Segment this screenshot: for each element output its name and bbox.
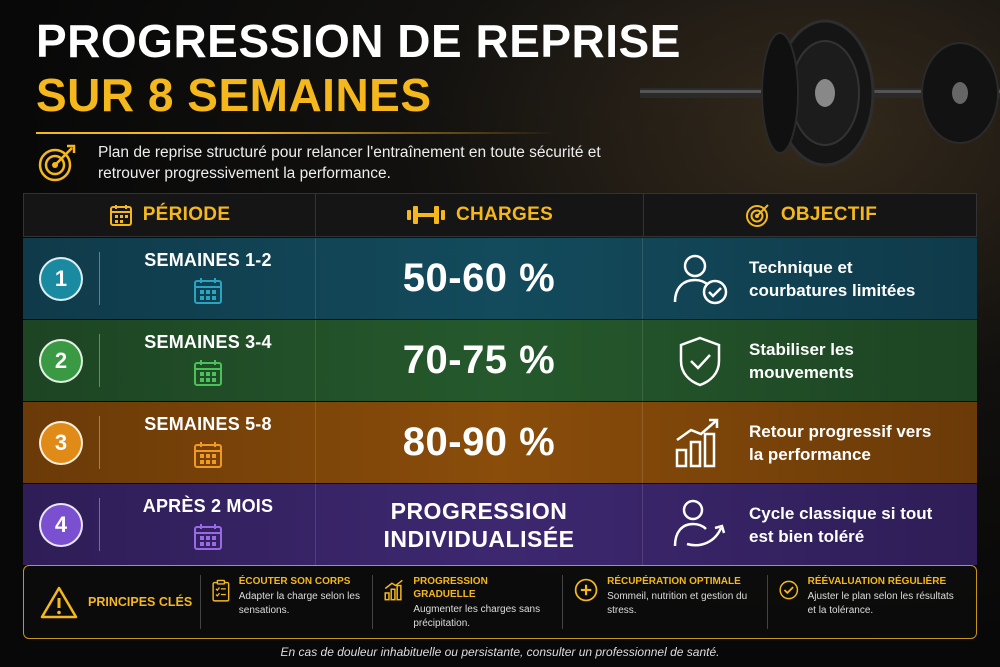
warning-icon xyxy=(40,586,78,619)
charge-cell: 50-60 % xyxy=(315,238,643,319)
calendar-icon xyxy=(194,442,222,468)
principle-item: RÉCUPÉRATION OPTIMALE Sommeil, nutrition… xyxy=(562,575,767,629)
principle-title: RÉÉVALUATION RÉGULIÈRE xyxy=(807,576,947,587)
period-cell: 3 SEMAINES 5-8 xyxy=(23,402,315,483)
divider xyxy=(99,334,100,387)
step-number-badge: 4 xyxy=(39,502,83,547)
header-periode: PÉRIODE xyxy=(24,194,316,236)
divider xyxy=(99,498,100,551)
objective-cell: Cycle classique si tout est bien toléré xyxy=(643,484,977,565)
header-label: OBJECTIF xyxy=(780,204,878,225)
principle-title: RÉCUPÉRATION OPTIMALE xyxy=(607,576,741,587)
charge-value: 50-60 % xyxy=(402,256,556,300)
subtitle-text: Plan de reprise structuré pour relancer … xyxy=(98,144,601,182)
header-objectif: OBJECTIF xyxy=(644,194,978,236)
objective-text: Technique et courbatures limitées xyxy=(749,257,916,300)
check-circle-icon xyxy=(779,580,799,600)
charge-cell: 70-75 % xyxy=(315,320,643,401)
subtitle: Plan de reprise structuré pour relancer … xyxy=(36,142,658,184)
principle-desc: Sommeil, nutrition et gestion du stress. xyxy=(607,591,748,616)
divider xyxy=(99,416,100,469)
charge-value: 80-90 % xyxy=(402,420,556,464)
period-label: SEMAINES 1-2 xyxy=(144,250,272,270)
table-row: 2 SEMAINES 3-4 70-75 % Stabiliser xyxy=(23,320,977,401)
divider xyxy=(99,252,100,305)
charge-cell: PROGRESSION INDIVIDUALISÉE xyxy=(315,484,643,565)
target-icon xyxy=(745,204,769,227)
header-charges: CHARGES xyxy=(316,194,644,236)
principle-desc: Ajuster le plan selon les résultats et l… xyxy=(807,591,954,616)
calendar-icon xyxy=(194,360,222,386)
principles-panel: PRINCIPES CLÉS ÉCOUTER SON CORPS Adapter… xyxy=(23,565,977,639)
principles-heading: PRINCIPES CLÉS xyxy=(24,585,200,619)
table-header: PÉRIODE CHARGES OBJECTIF xyxy=(23,193,977,237)
step-number-badge: 2 xyxy=(39,338,83,383)
title-line-2: SUR 8 SEMAINES xyxy=(36,69,432,121)
shield-check-icon xyxy=(679,336,721,386)
person-cycle-icon xyxy=(673,499,726,546)
charge-cell: 80-90 % xyxy=(315,402,643,483)
charge-value: PROGRESSION INDIVIDUALISÉE xyxy=(383,497,575,552)
period-label: SEMAINES 5-8 xyxy=(144,414,272,434)
period-label: APRÈS 2 MOIS xyxy=(142,496,274,516)
bar-chart-up-icon xyxy=(384,579,403,601)
principle-item: ÉCOUTER SON CORPS Adapter la charge selo… xyxy=(200,575,372,629)
header-label: PÉRIODE xyxy=(142,204,231,225)
principle-title: ÉCOUTER SON CORPS xyxy=(238,576,351,587)
table-row: 4 APRÈS 2 MOIS PROGRESSION INDIVIDUALISÉ… xyxy=(23,484,977,565)
principles-heading-label: PRINCIPES CLÉS xyxy=(88,595,193,609)
principle-desc: Adapter la charge selon les sensations. xyxy=(238,591,360,616)
barbell-icon xyxy=(640,19,1000,167)
principle-item: RÉÉVALUATION RÉGULIÈRE Ajuster le plan s… xyxy=(767,575,972,629)
principle-item: PROGRESSION GRADUELLE Augmenter les char… xyxy=(372,575,562,629)
recovery-icon xyxy=(574,578,598,602)
title-underline xyxy=(36,132,556,134)
progression-table: PÉRIODE CHARGES OBJECTIF 1 xyxy=(23,193,977,565)
period-label: SEMAINES 3-4 xyxy=(144,332,272,352)
title-line-1: PROGRESSION DE REPRISE xyxy=(36,15,681,67)
calendar-icon xyxy=(109,205,132,226)
step-number-badge: 1 xyxy=(39,256,83,301)
period-cell: 1 SEMAINES 1-2 xyxy=(23,238,315,319)
objective-cell: Retour progressif vers la performance xyxy=(643,402,977,483)
calendar-icon xyxy=(194,278,222,304)
objective-text: Cycle classique si tout est bien toléré xyxy=(749,503,933,546)
table-row: 1 SEMAINES 1-2 50-60 % xyxy=(23,238,977,319)
page-title: PROGRESSION DE REPRISE SUR 8 SEMAINES xyxy=(36,18,681,118)
header-label: CHARGES xyxy=(455,204,554,225)
objective-text: Retour progressif vers la performance xyxy=(749,421,932,464)
objective-text: Stabiliser les mouvements xyxy=(749,339,854,382)
step-number-badge: 3 xyxy=(39,420,83,465)
charge-value: 70-75 % xyxy=(402,338,556,382)
dumbbell-icon xyxy=(406,206,445,224)
footer-disclaimer: En cas de douleur inhabituelle ou persis… xyxy=(280,645,720,659)
target-icon xyxy=(38,144,76,182)
calendar-icon xyxy=(194,524,222,550)
period-cell: 2 SEMAINES 3-4 xyxy=(23,320,315,401)
person-check-icon xyxy=(673,254,728,304)
objective-cell: Stabiliser les mouvements xyxy=(643,320,977,401)
period-cell: 4 APRÈS 2 MOIS xyxy=(23,484,315,565)
table-row: 3 SEMAINES 5-8 80-90 % xyxy=(23,402,977,483)
growth-chart-icon xyxy=(675,418,719,467)
objective-cell: Technique et courbatures limitées xyxy=(643,238,977,319)
principle-desc: Augmenter les charges sans précipitation… xyxy=(413,604,541,629)
principle-title: PROGRESSION GRADUELLE xyxy=(413,576,488,600)
checklist-icon xyxy=(212,579,230,602)
